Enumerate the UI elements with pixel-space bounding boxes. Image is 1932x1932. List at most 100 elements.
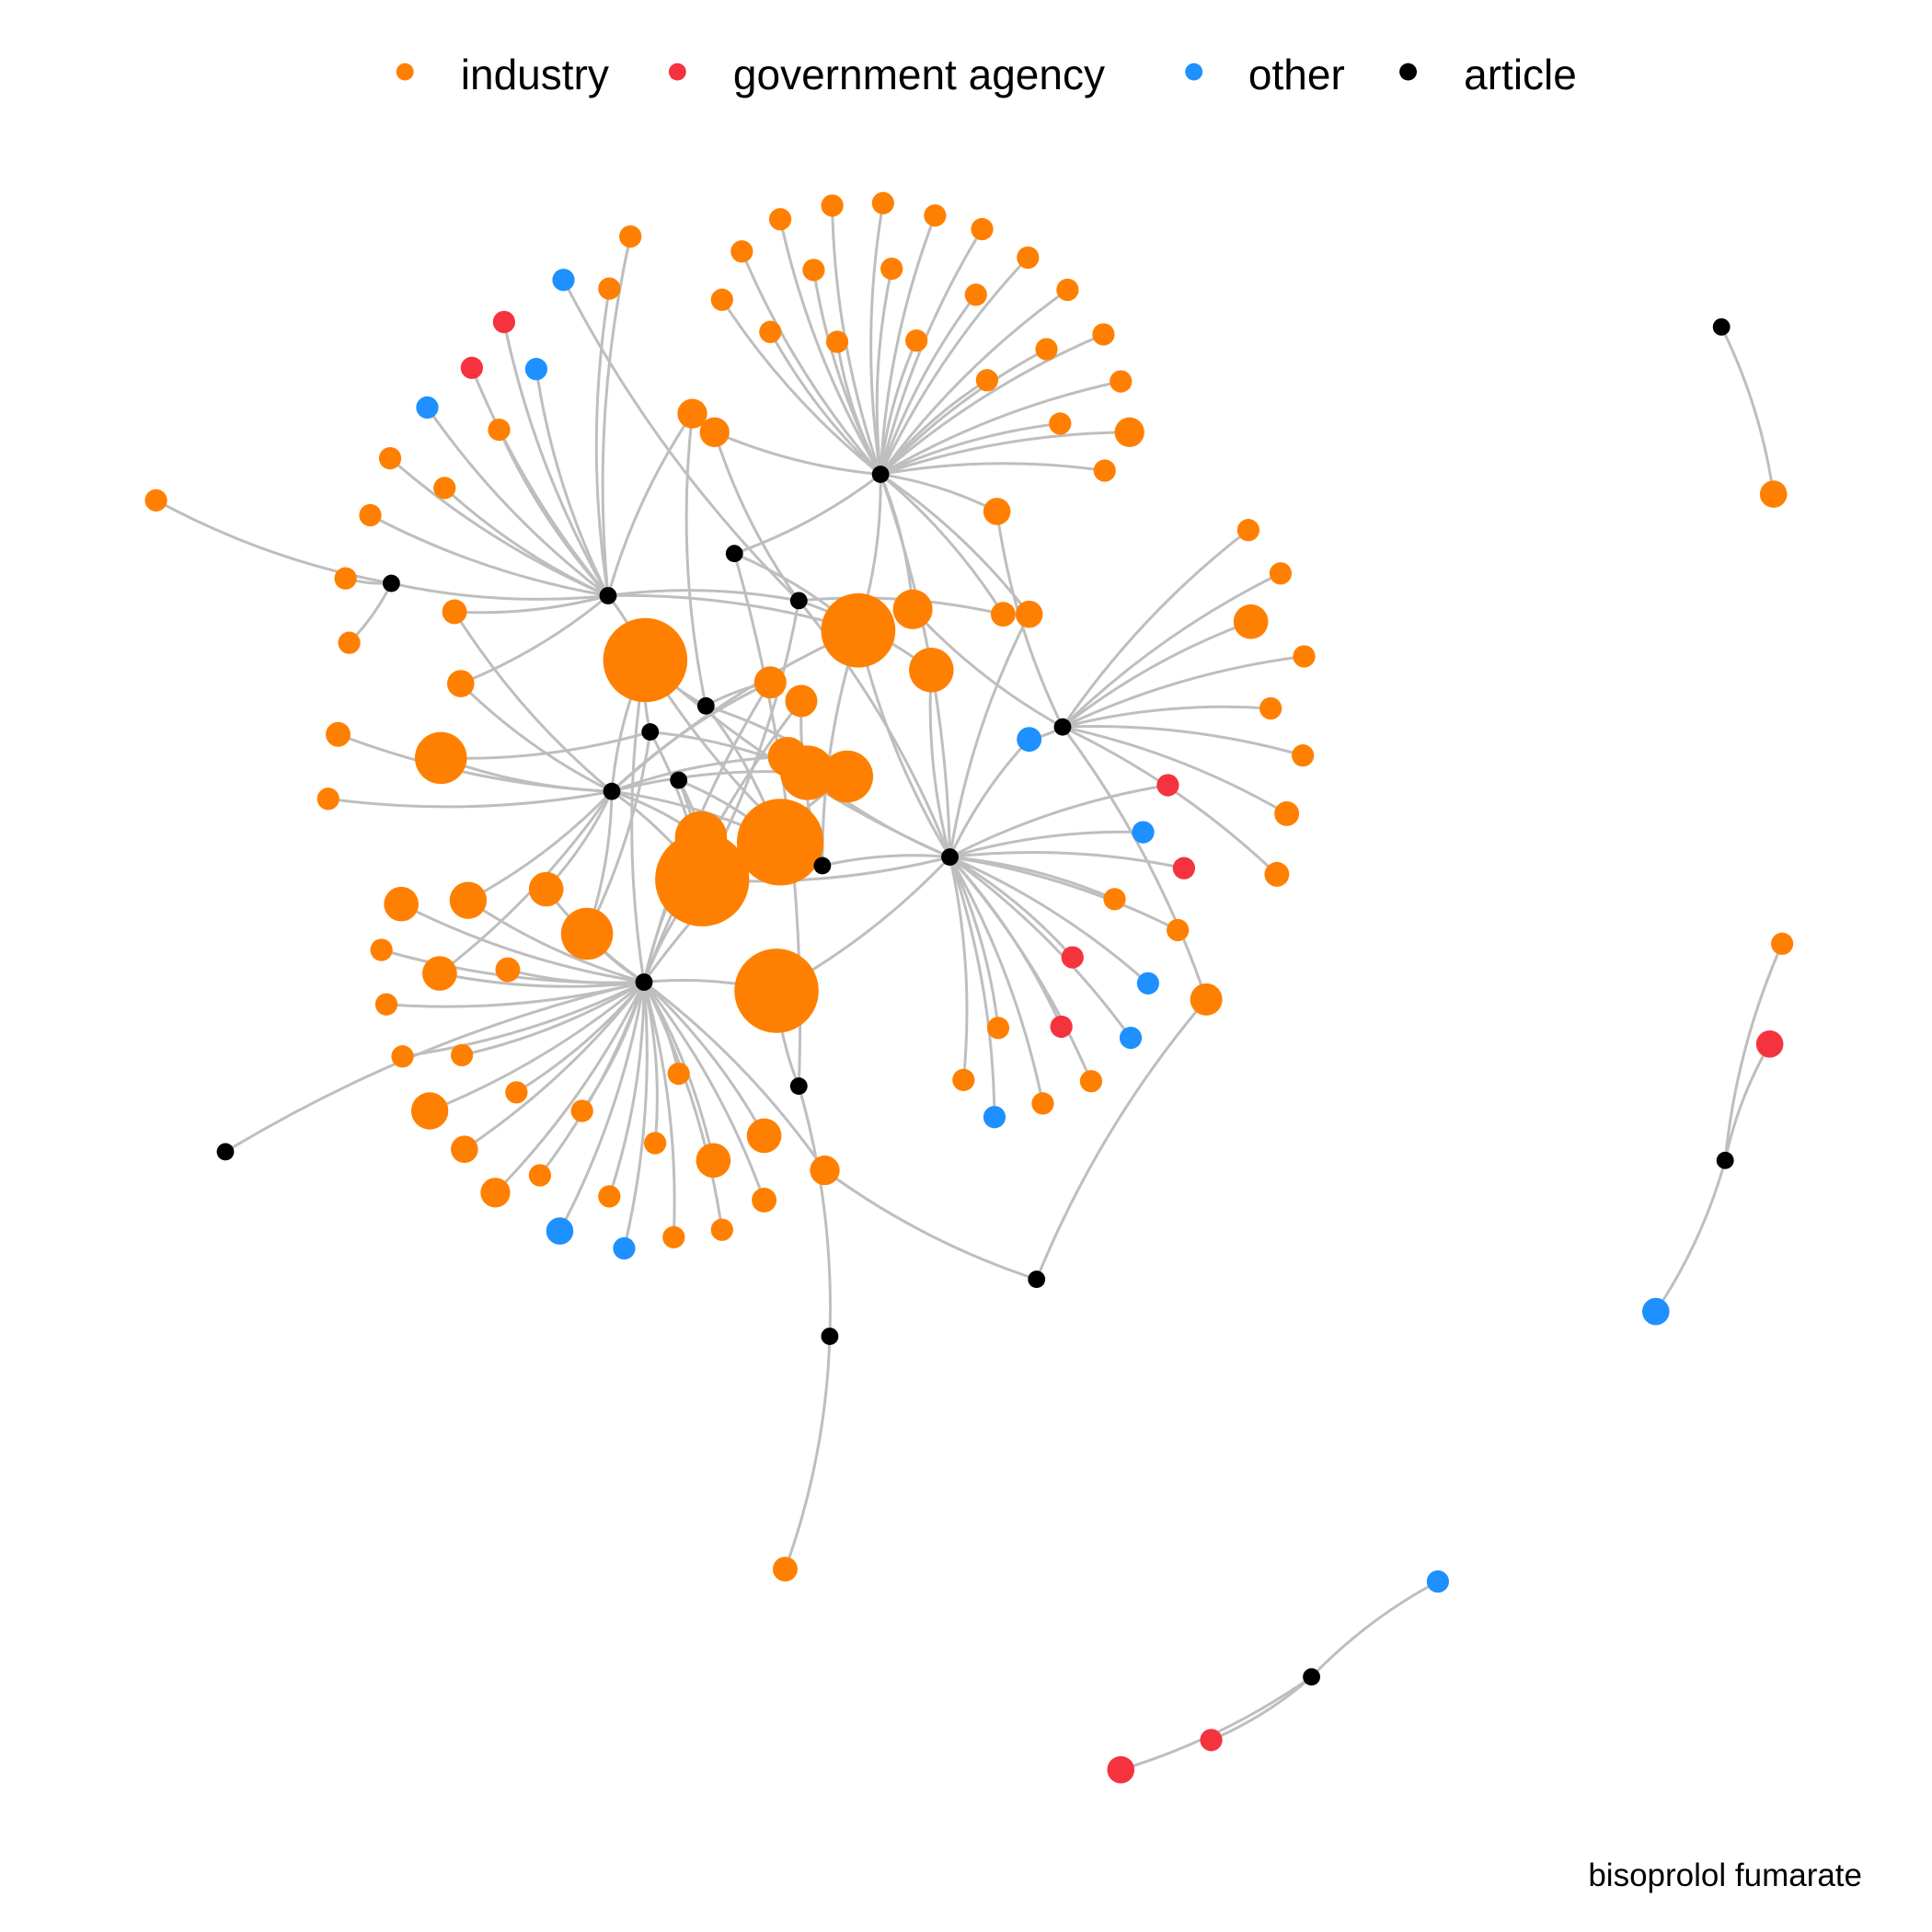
legend-label: government agency — [733, 51, 1105, 98]
edge — [949, 856, 1093, 1082]
node — [492, 310, 516, 334]
edge — [623, 982, 649, 1249]
edge — [880, 473, 1030, 615]
edge — [880, 421, 1061, 476]
node — [488, 419, 511, 442]
edge — [912, 608, 1064, 729]
article-node — [821, 1328, 839, 1345]
edge — [879, 379, 988, 476]
node — [990, 602, 1016, 627]
node — [1103, 888, 1126, 911]
node — [1274, 800, 1300, 826]
edge — [684, 413, 707, 707]
node — [1136, 972, 1159, 995]
node — [480, 1178, 511, 1208]
edge — [875, 268, 893, 475]
edge — [429, 981, 645, 1112]
article-node — [641, 723, 660, 741]
edge — [879, 214, 937, 475]
edge — [459, 683, 613, 793]
node — [524, 358, 548, 381]
edge — [949, 830, 1144, 858]
node — [1119, 1026, 1143, 1050]
node — [1292, 744, 1315, 767]
node — [667, 1063, 690, 1086]
edge — [453, 611, 613, 793]
node — [1049, 412, 1072, 435]
edge — [880, 380, 1121, 476]
node — [619, 225, 642, 248]
node — [316, 788, 339, 811]
node — [1132, 821, 1155, 844]
node — [1061, 946, 1084, 969]
node — [495, 957, 521, 983]
nodes — [144, 191, 1794, 1784]
edge — [1062, 725, 1288, 815]
node — [1771, 932, 1794, 955]
edge — [949, 783, 1168, 858]
node — [1755, 1030, 1784, 1058]
node — [446, 670, 475, 697]
edge — [594, 288, 611, 596]
edge — [155, 499, 392, 585]
node — [338, 631, 361, 654]
edge — [869, 202, 885, 475]
node — [746, 1118, 782, 1154]
node — [570, 1099, 593, 1122]
edge — [581, 982, 646, 1112]
caption: bisoprolol fumarate — [1588, 1857, 1862, 1893]
edge — [949, 856, 1179, 932]
article-node — [1712, 317, 1731, 336]
edge — [535, 368, 610, 597]
article-node — [382, 574, 400, 592]
edge — [494, 981, 646, 1194]
article-node — [813, 857, 832, 875]
edge — [949, 614, 1030, 857]
node — [1172, 857, 1196, 880]
legend-swatch — [1185, 63, 1203, 81]
edge — [928, 670, 951, 857]
edge — [880, 333, 1105, 476]
node — [326, 721, 351, 747]
node — [802, 259, 825, 282]
edge — [463, 981, 646, 1151]
node — [370, 938, 393, 961]
node — [374, 993, 398, 1016]
edge — [558, 982, 646, 1232]
edge — [822, 854, 950, 868]
article-node — [1303, 1668, 1320, 1686]
legend-swatch — [668, 63, 686, 81]
edge — [733, 473, 882, 556]
article-node — [725, 545, 743, 563]
node — [598, 1185, 621, 1208]
edge — [784, 1336, 832, 1570]
edge — [949, 856, 1000, 1029]
edge — [337, 732, 613, 793]
node — [736, 799, 824, 886]
article-node — [789, 592, 808, 610]
article-node — [603, 782, 621, 800]
edge — [585, 731, 652, 935]
node — [334, 567, 357, 590]
node — [1156, 774, 1179, 797]
node — [986, 1017, 1010, 1040]
node — [1050, 1015, 1073, 1039]
edge — [328, 789, 613, 809]
edge — [880, 431, 1130, 476]
node — [422, 956, 457, 991]
node — [810, 1155, 840, 1186]
node — [1264, 861, 1290, 887]
article-node — [1053, 718, 1072, 736]
node — [1114, 417, 1144, 447]
edge — [610, 681, 771, 793]
node — [825, 330, 849, 353]
node — [710, 1218, 733, 1241]
node — [1200, 1729, 1223, 1752]
edge — [461, 981, 645, 1057]
edge — [949, 738, 1030, 858]
edge — [391, 581, 609, 601]
edge — [601, 236, 632, 596]
node — [598, 277, 621, 300]
node — [785, 684, 818, 718]
node — [359, 503, 382, 527]
